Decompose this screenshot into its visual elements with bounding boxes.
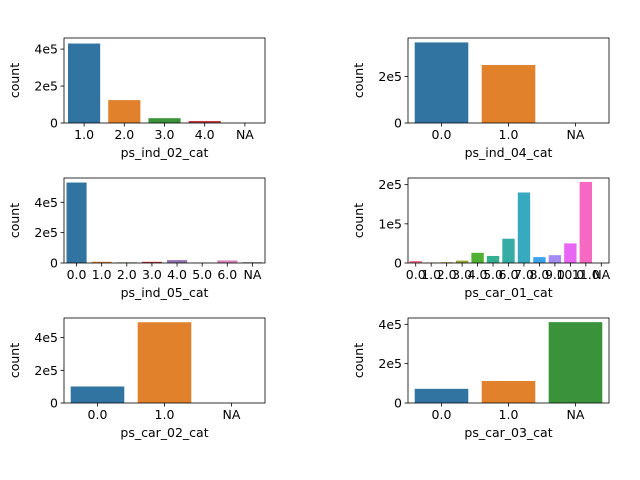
x-tick-label: 4.0 bbox=[195, 127, 215, 142]
bar-1.0 bbox=[91, 261, 112, 263]
x-tick-label: 5.0 bbox=[192, 267, 212, 282]
x-axis-label: ps_ind_02_cat bbox=[121, 145, 209, 160]
x-tick-label: NA bbox=[243, 267, 261, 282]
x-tick-label: 4.0 bbox=[167, 267, 187, 282]
subplot-4: 0.01.02.03.04.05.06.07.08.09.010.011.0NA… bbox=[351, 177, 611, 300]
y-tick-label: 0 bbox=[394, 396, 402, 411]
x-axis-label: ps_car_01_cat bbox=[464, 285, 552, 300]
x-tick-label: 1.0 bbox=[74, 127, 94, 142]
x-tick-label: 2.0 bbox=[114, 127, 134, 142]
y-tick-label: 2e5 bbox=[34, 79, 58, 94]
bar-0.0 bbox=[414, 388, 469, 403]
bar-1.0 bbox=[68, 43, 101, 123]
x-tick-label: 7.0 bbox=[514, 267, 534, 282]
x-tick-label: 3.0 bbox=[142, 267, 162, 282]
x-axis-label: ps_car_03_cat bbox=[464, 425, 552, 440]
x-tick-label: NA bbox=[567, 407, 585, 422]
y-tick-label: 0 bbox=[50, 256, 58, 271]
x-tick-label: 0.0 bbox=[406, 267, 426, 282]
x-tick-label: 1.0 bbox=[499, 127, 519, 142]
x-axis-label: ps_car_02_cat bbox=[120, 425, 208, 440]
y-axis-label: count bbox=[7, 203, 22, 238]
y-tick-label: 2e5 bbox=[378, 356, 402, 371]
bar-4.0 bbox=[188, 120, 221, 123]
bar-3.0 bbox=[455, 260, 469, 263]
bar-9.0 bbox=[548, 255, 562, 263]
x-tick-label: 9.0 bbox=[545, 267, 565, 282]
y-tick-label: 2e5 bbox=[378, 69, 402, 84]
subplot-2: 0.0 1.0 NA 0 2e5 ps_ind_04_cat count bbox=[351, 37, 610, 160]
x-tick-label: 1.0 bbox=[421, 267, 441, 282]
y-axis-label: count bbox=[7, 63, 22, 98]
x-tick-label: NA bbox=[567, 127, 585, 142]
bar-3.0 bbox=[141, 261, 162, 263]
bar-6.0 bbox=[217, 260, 238, 263]
x-axis-label: ps_ind_05_cat bbox=[121, 285, 209, 300]
x-tick-label: 0.0 bbox=[432, 407, 452, 422]
y-tick-label: 4e5 bbox=[378, 317, 402, 332]
bar-3.0 bbox=[148, 118, 181, 123]
bar-4.0 bbox=[167, 260, 188, 263]
x-tick-label: 6.0 bbox=[499, 267, 519, 282]
x-tick-label: 4.0 bbox=[468, 267, 488, 282]
x-axis-label: ps_ind_04_cat bbox=[465, 145, 553, 160]
bar-10.0 bbox=[564, 243, 577, 263]
bar-5.0 bbox=[486, 255, 500, 263]
bar-NA bbox=[548, 322, 603, 403]
x-tick-label: 0.0 bbox=[67, 267, 87, 282]
y-tick-label: 0 bbox=[50, 116, 58, 131]
bar-0.0 bbox=[66, 182, 87, 263]
x-tick-label: 0.0 bbox=[432, 127, 452, 142]
bar-2.0 bbox=[108, 100, 141, 123]
y-axis-label: count bbox=[351, 63, 366, 98]
subplot-6: 0.0 1.0 NA 0 2e5 4e5 ps_car_03_cat count bbox=[351, 317, 610, 440]
x-tick-label: 1.0 bbox=[155, 407, 175, 422]
bar-1.0 bbox=[137, 322, 192, 403]
x-tick-label: 8.0 bbox=[529, 267, 549, 282]
x-tick-label: NA bbox=[236, 127, 254, 142]
x-tick-label: 2.0 bbox=[117, 267, 137, 282]
axes-frame bbox=[63, 177, 266, 264]
y-tick-label: 2e5 bbox=[34, 225, 58, 240]
x-tick-label: 5.0 bbox=[483, 267, 503, 282]
y-tick-label: 1e5 bbox=[378, 216, 402, 231]
y-tick-label: 4e5 bbox=[34, 330, 58, 345]
bar-11.0 bbox=[579, 181, 592, 263]
x-tick-label: 11.0 bbox=[572, 267, 600, 282]
x-tick-label: 0.0 bbox=[88, 407, 108, 422]
x-tick-label: NA bbox=[223, 407, 241, 422]
bar-1.0 bbox=[481, 380, 536, 403]
y-tick-label: 0 bbox=[394, 116, 402, 131]
x-tick-label: 1.0 bbox=[92, 267, 112, 282]
subplot-3: 0.0 1.0 2.0 3.0 4.0 5.0 6.0 NA 0 2e5 4e5 ps_ind_05_… bbox=[7, 177, 266, 300]
y-tick-label: 4e5 bbox=[34, 42, 58, 57]
x-tick-label: 3.0 bbox=[155, 127, 175, 142]
y-tick-label: 4e5 bbox=[34, 195, 58, 210]
bar-0.0 bbox=[414, 42, 469, 123]
y-tick-label: 0 bbox=[394, 256, 402, 271]
y-axis-label: count bbox=[7, 343, 22, 378]
bar-7.0 bbox=[517, 192, 531, 263]
x-tick-label: 3.0 bbox=[452, 267, 472, 282]
y-tick-label: 2e5 bbox=[378, 177, 402, 192]
x-tick-label: 1.0 bbox=[499, 407, 519, 422]
bar-0.0 bbox=[409, 261, 422, 263]
subplot-5: 0.0 1.0 NA 0 2e5 4e5 ps_car_02_cat count bbox=[7, 317, 266, 440]
x-tick-label: NA bbox=[592, 267, 610, 282]
subplot-1: 1.0 2.0 3.0 4.0 NA 0 2e5 4e5 ps_ind_02_cat count bbox=[7, 37, 266, 160]
bar-1.0 bbox=[481, 65, 536, 123]
bar-8.0 bbox=[533, 257, 546, 263]
bar-6.0 bbox=[502, 238, 515, 263]
y-axis-label: count bbox=[351, 203, 366, 238]
x-tick-label: 10.0 bbox=[556, 267, 584, 282]
x-tick-label: 6.0 bbox=[217, 267, 237, 282]
y-tick-label: 2e5 bbox=[34, 363, 58, 378]
bar-0.0 bbox=[70, 386, 125, 403]
x-tick-label: 2.0 bbox=[437, 267, 457, 282]
y-tick-label: 0 bbox=[50, 396, 58, 411]
y-axis-label: count bbox=[351, 343, 366, 378]
bar-4.0 bbox=[471, 252, 484, 263]
